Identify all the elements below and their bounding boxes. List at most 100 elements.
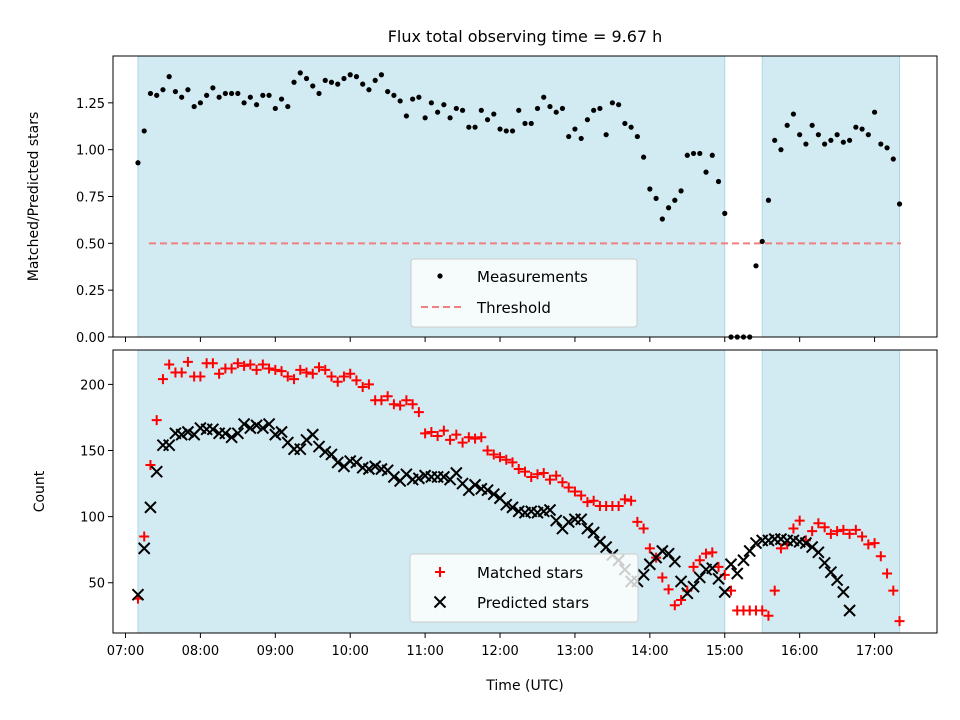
predicted-point [712, 572, 725, 585]
matched-point [669, 600, 680, 611]
measurement-point [435, 109, 441, 115]
matched-point [495, 452, 506, 463]
measurement-point [753, 263, 759, 269]
y-axis-label: Count [32, 470, 48, 512]
predicted-point [562, 515, 575, 529]
measurement-point [428, 100, 434, 106]
predicted-point [818, 556, 831, 570]
predicted-point [362, 462, 376, 476]
measurement-point [709, 152, 715, 158]
measurement-point [634, 133, 640, 140]
matched-point [407, 399, 418, 410]
measurement-point [378, 72, 385, 78]
matched-point [557, 477, 568, 488]
measurement-point [328, 79, 335, 85]
predicted-point [599, 540, 613, 554]
x-axis-label: Time (UTC) [485, 678, 563, 694]
predicted-point [731, 567, 744, 580]
predicted-point [656, 544, 669, 558]
legend-label-matched: Matched stars [477, 564, 583, 582]
predicted-point [325, 448, 338, 461]
matched-point [613, 501, 624, 512]
measurement-point [678, 188, 684, 194]
measurement-point [528, 120, 534, 127]
y-tick-label: 1.00 [76, 144, 105, 159]
predicted-point [162, 439, 176, 452]
measurement-point [135, 160, 141, 166]
matched-point [482, 445, 493, 456]
measurement-point [385, 88, 391, 95]
measurement-point [229, 90, 235, 97]
matched-point [875, 551, 886, 562]
matched-point [332, 376, 343, 387]
matched-point [825, 528, 836, 539]
matched-point [470, 433, 481, 444]
predicted-point [693, 571, 706, 584]
matched-point [501, 454, 512, 465]
measurement-point [547, 103, 553, 110]
matched-point [195, 371, 206, 382]
measurement-point [247, 94, 253, 100]
predicted-point [269, 428, 282, 441]
matched-point [763, 610, 774, 621]
matched-point [869, 538, 880, 549]
predicted-point [743, 544, 756, 558]
measurement-point [441, 102, 447, 108]
matched-point [807, 526, 818, 537]
matched-point [694, 555, 705, 566]
legend-label-threshold: Threshold [476, 299, 551, 317]
matched-point [757, 605, 768, 616]
x-tick-label: 11:00 [406, 644, 443, 659]
matched-point [857, 531, 868, 542]
measurement-point [684, 152, 690, 158]
matched-point [544, 474, 555, 485]
measurement-point [347, 72, 353, 78]
measurement-point [572, 126, 578, 132]
matched-point [164, 359, 175, 370]
matched-point [245, 359, 256, 370]
predicted-point [824, 565, 838, 579]
matched-point [463, 432, 474, 443]
predicted-point [306, 428, 319, 441]
predicted-point [275, 425, 288, 439]
measurement-point [616, 102, 622, 108]
measurement-point [210, 85, 216, 91]
chart-title: Flux total observing time = 9.67 h [388, 27, 663, 46]
ratio-panel: 0.00 0.25 0.50 0.75 1.00 1.25 Matched/Predicte… [26, 55, 938, 346]
measurement-point [447, 115, 453, 121]
measurement-point [185, 87, 191, 93]
predicted-point [437, 470, 451, 484]
measurement-point [690, 150, 697, 157]
measurement-point [715, 178, 722, 185]
measurement-point [541, 94, 547, 100]
predicted-point [637, 568, 650, 582]
matched-point [457, 437, 468, 448]
legend-label-predicted: Predicted stars [477, 594, 589, 612]
measurement-point [147, 90, 154, 97]
matched-point [688, 561, 699, 572]
predicted-point [506, 501, 519, 514]
matched-point [626, 495, 637, 506]
measurement-point [266, 92, 272, 98]
predicted-point [812, 546, 825, 559]
matched-point [257, 359, 268, 370]
matched-point [888, 585, 899, 596]
measurement-point [641, 154, 647, 160]
matched-point [832, 526, 843, 537]
x-tick-label: 09:00 [257, 644, 294, 659]
matched-point [176, 367, 187, 378]
predicted-point [387, 470, 401, 484]
matched-point [644, 543, 655, 554]
matched-point [363, 379, 374, 390]
predicted-point [843, 604, 856, 617]
matched-point [838, 524, 849, 535]
matched-point [707, 547, 718, 558]
measurement-point [503, 128, 509, 134]
measurement-point [703, 169, 709, 175]
y-tick-label: 0.75 [76, 191, 105, 206]
measurement-point [291, 79, 297, 85]
measurement-point [241, 100, 247, 106]
matched-point [844, 528, 855, 539]
x-tick-label: 17:00 [856, 644, 893, 659]
